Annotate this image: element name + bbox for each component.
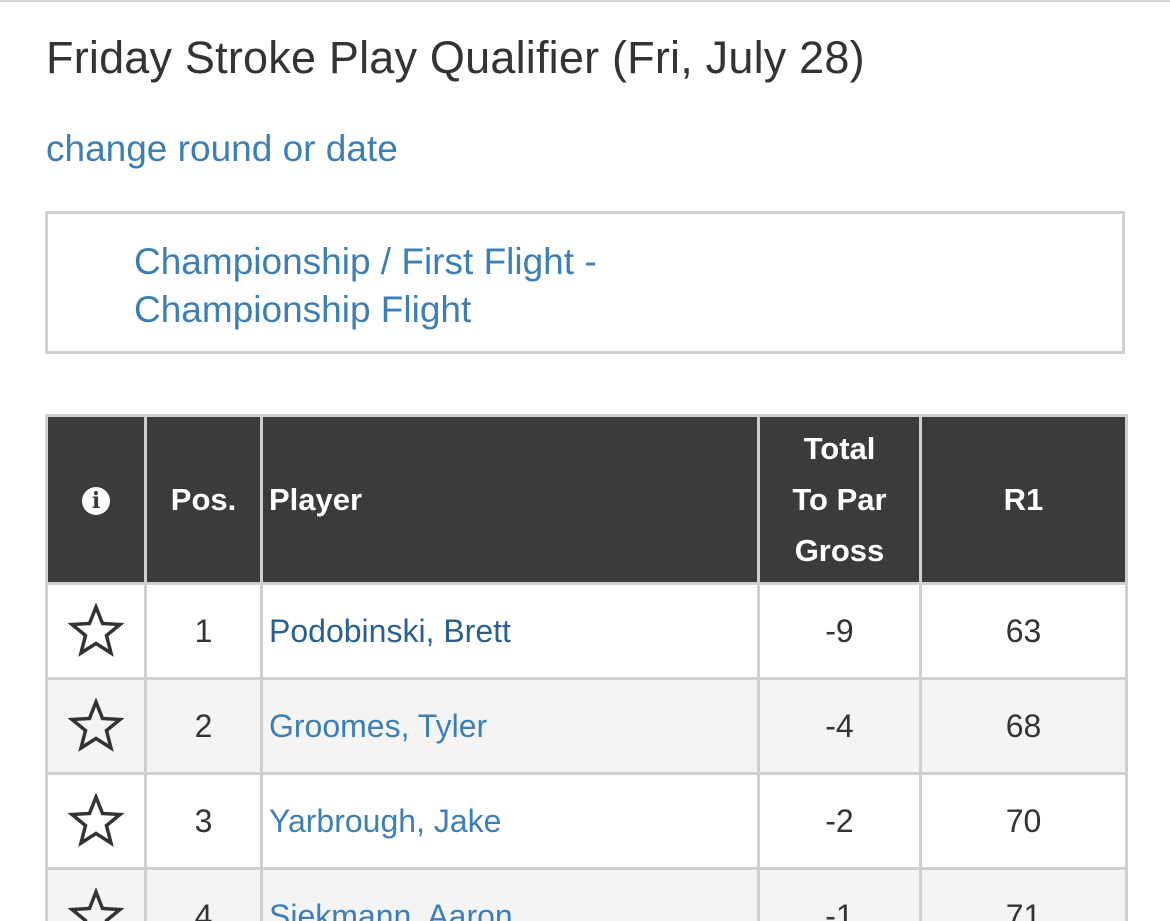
change-round-link[interactable]: change round or date bbox=[46, 128, 398, 169]
header-pos[interactable]: Pos. bbox=[144, 414, 263, 585]
table-header-row: i Pos. Player Total To Par Gross R1 bbox=[45, 414, 1128, 585]
to-par-cell: -2 bbox=[757, 772, 922, 870]
favorite-cell[interactable] bbox=[45, 677, 147, 775]
flight-link[interactable]: Championship / First Flight - Championsh… bbox=[134, 241, 597, 330]
header-total-line1: Total bbox=[803, 431, 876, 466]
r1-cell: 63 bbox=[919, 582, 1128, 680]
player-link[interactable]: Groomes, Tyler bbox=[269, 707, 488, 744]
header-total-line3: Gross bbox=[794, 533, 885, 568]
player-cell: Groomes, Tyler bbox=[260, 677, 760, 775]
flight-selector-box: Championship / First Flight - Championsh… bbox=[45, 211, 1125, 354]
table-row: 1 Podobinski, Brett -9 63 bbox=[45, 582, 1128, 680]
header-player[interactable]: Player bbox=[260, 414, 760, 585]
to-par-cell: -9 bbox=[757, 582, 922, 680]
header-info[interactable]: i bbox=[45, 414, 147, 585]
favorite-cell[interactable] bbox=[45, 867, 147, 921]
leaderboard-body: 1 Podobinski, Brett -9 63 2 Groomes, Tyl… bbox=[45, 582, 1128, 921]
to-par-cell: -4 bbox=[757, 677, 922, 775]
pos-cell: 1 bbox=[144, 582, 263, 680]
to-par-cell: -1 bbox=[757, 867, 922, 921]
favorite-cell[interactable] bbox=[45, 772, 147, 870]
favorite-cell[interactable] bbox=[45, 582, 147, 680]
player-cell: Podobinski, Brett bbox=[260, 582, 760, 680]
r1-cell: 68 bbox=[919, 677, 1128, 775]
player-cell: Siekmann, Aaron bbox=[260, 867, 760, 921]
table-row: 3 Yarbrough, Jake -2 70 bbox=[45, 772, 1128, 870]
star-outline-icon[interactable] bbox=[68, 793, 124, 847]
r1-cell: 71 bbox=[919, 867, 1128, 921]
header-total-line2: To Par bbox=[792, 482, 887, 517]
player-link[interactable]: Siekmann, Aaron bbox=[269, 897, 513, 921]
pos-cell: 2 bbox=[144, 677, 263, 775]
player-cell: Yarbrough, Jake bbox=[260, 772, 760, 870]
player-link[interactable]: Podobinski, Brett bbox=[269, 612, 511, 649]
player-link[interactable]: Yarbrough, Jake bbox=[269, 802, 502, 839]
star-outline-icon[interactable] bbox=[68, 698, 124, 752]
pos-cell: 4 bbox=[144, 867, 263, 921]
table-row: 4 Siekmann, Aaron -1 71 bbox=[45, 867, 1128, 921]
page-title: Friday Stroke Play Qualifier (Fri, July … bbox=[46, 32, 865, 83]
star-outline-icon[interactable] bbox=[68, 603, 124, 657]
pos-cell: 3 bbox=[144, 772, 263, 870]
table-row: 2 Groomes, Tyler -4 68 bbox=[45, 677, 1128, 775]
header-total-to-par[interactable]: Total To Par Gross bbox=[757, 414, 922, 585]
leaderboard-table: i Pos. Player Total To Par Gross R1 1 Po… bbox=[45, 414, 1128, 921]
r1-cell: 70 bbox=[919, 772, 1128, 870]
star-outline-icon[interactable] bbox=[68, 888, 124, 921]
info-icon[interactable]: i bbox=[82, 487, 110, 516]
header-r1[interactable]: R1 bbox=[919, 414, 1128, 585]
